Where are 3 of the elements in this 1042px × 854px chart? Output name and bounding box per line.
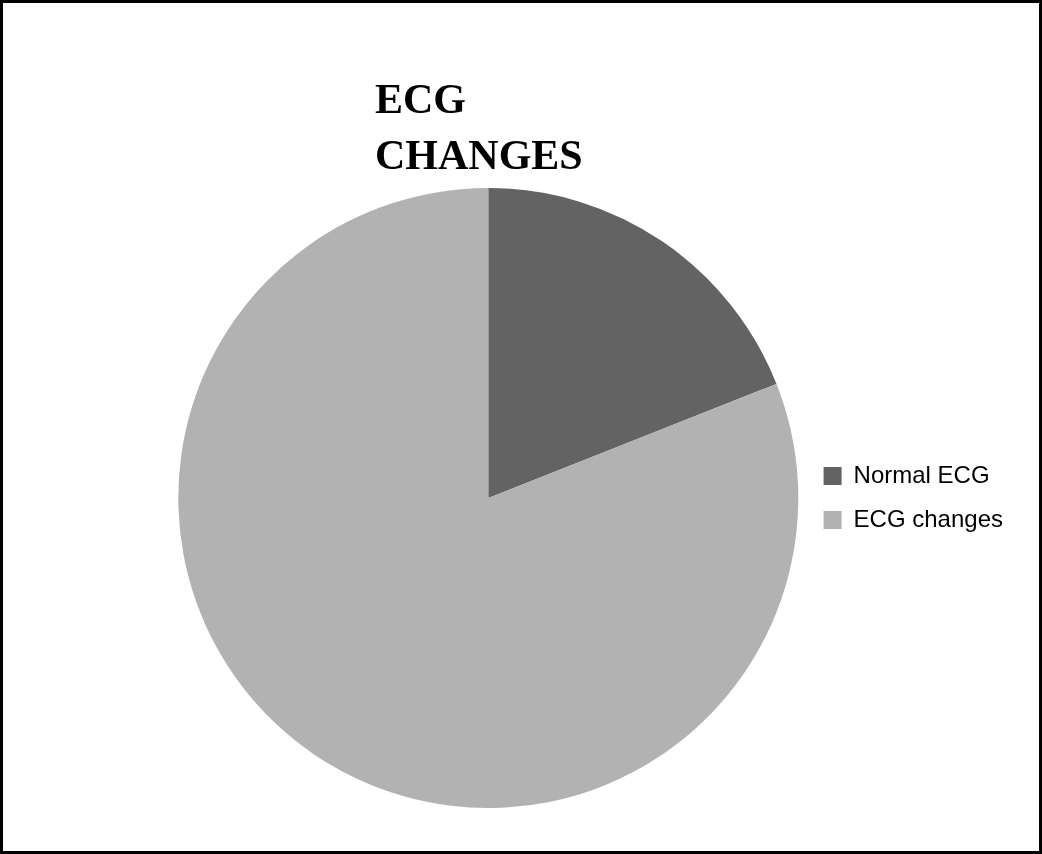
legend-label: Normal ECG — [853, 460, 990, 488]
chart-title: ECG CHANGES — [375, 75, 584, 180]
legend-label: ECG changes — [853, 504, 1004, 532]
